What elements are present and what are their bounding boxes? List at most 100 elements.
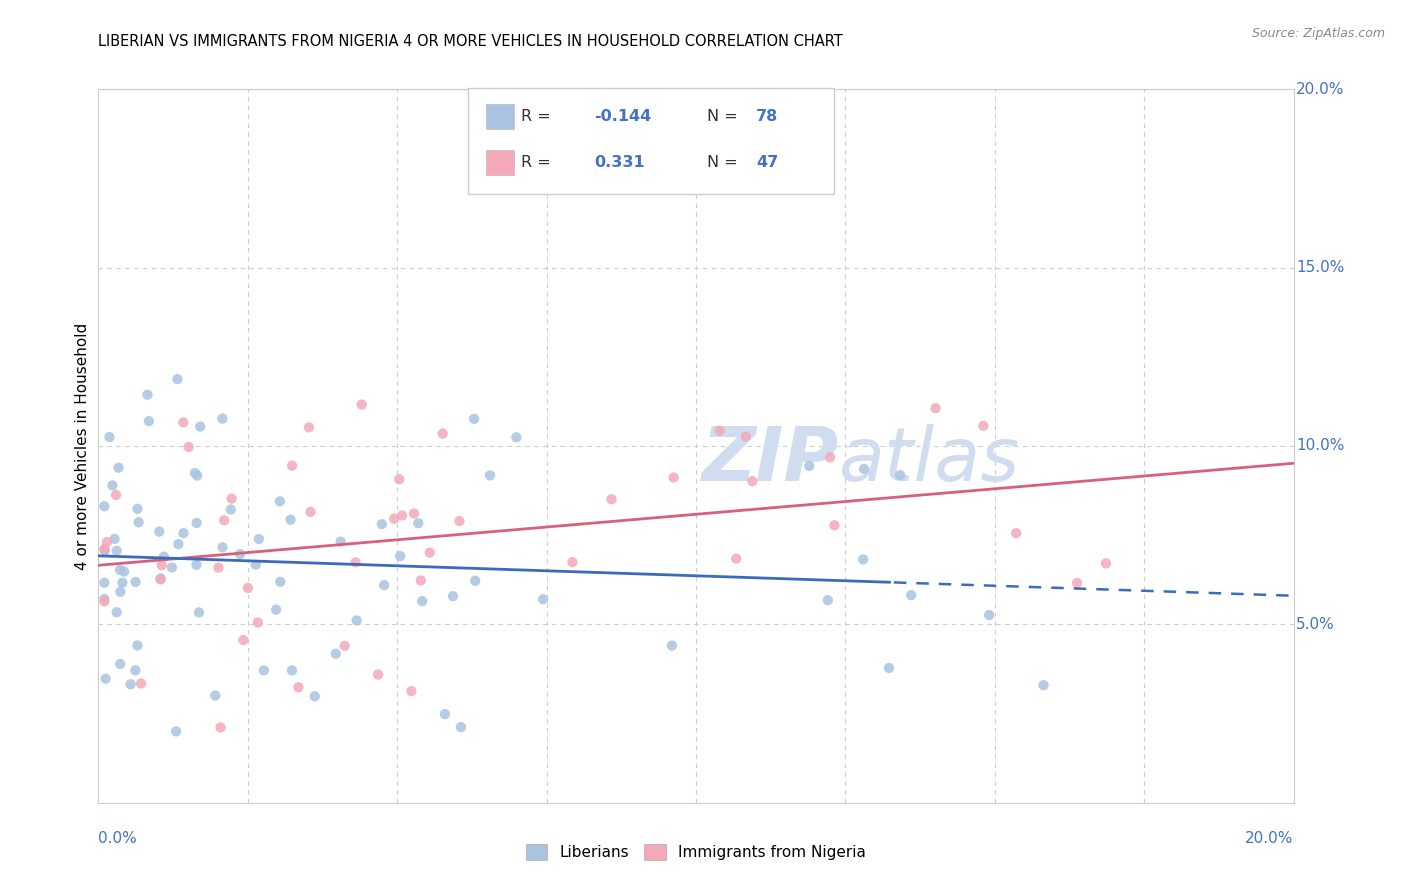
- Point: [150, 558, 173, 573]
- Text: 78: 78: [756, 110, 779, 124]
- Point: [236, 581, 259, 595]
- Text: 15.0%: 15.0%: [1296, 260, 1344, 275]
- Point: [124, 574, 146, 589]
- Point: [108, 563, 131, 577]
- Point: [120, 677, 142, 691]
- Point: [101, 478, 124, 492]
- Point: [111, 575, 134, 590]
- Point: [344, 555, 367, 569]
- Point: [561, 555, 583, 569]
- Point: [924, 401, 946, 416]
- Point: [129, 676, 152, 690]
- Point: [662, 470, 685, 484]
- Point: [333, 639, 356, 653]
- Point: [167, 537, 190, 551]
- Point: [93, 541, 115, 556]
- Point: [149, 573, 172, 587]
- Point: [246, 615, 269, 630]
- Point: [103, 532, 125, 546]
- Text: R =: R =: [522, 154, 561, 169]
- Point: [93, 500, 115, 514]
- Point: [709, 424, 731, 438]
- Point: [212, 513, 235, 527]
- Point: [304, 690, 326, 704]
- Point: [186, 468, 208, 483]
- Point: [209, 721, 232, 735]
- Point: [280, 513, 302, 527]
- Point: [900, 588, 922, 602]
- Text: ZIP: ZIP: [702, 424, 839, 497]
- Point: [186, 516, 208, 530]
- Text: Source: ZipAtlas.com: Source: ZipAtlas.com: [1251, 27, 1385, 40]
- Point: [389, 549, 412, 563]
- Point: [600, 492, 623, 507]
- Point: [735, 430, 758, 444]
- Point: [149, 572, 172, 586]
- Point: [382, 511, 405, 525]
- Point: [204, 689, 226, 703]
- Point: [110, 585, 132, 599]
- Point: [221, 491, 243, 506]
- Point: [136, 388, 159, 402]
- Point: [186, 558, 208, 572]
- Point: [799, 458, 821, 473]
- Point: [329, 534, 352, 549]
- Point: [165, 724, 187, 739]
- Point: [889, 468, 911, 483]
- Point: [148, 524, 170, 539]
- Point: [741, 474, 763, 488]
- Point: [127, 639, 149, 653]
- Point: [98, 430, 121, 444]
- Point: [281, 458, 304, 473]
- Point: [1032, 678, 1054, 692]
- Point: [877, 661, 900, 675]
- Point: [105, 543, 128, 558]
- Point: [281, 664, 304, 678]
- Point: [979, 608, 1001, 623]
- Point: [350, 398, 373, 412]
- Text: 20.0%: 20.0%: [1246, 831, 1294, 847]
- Point: [1005, 526, 1028, 541]
- Point: [253, 664, 276, 678]
- Point: [128, 515, 150, 529]
- Point: [264, 603, 287, 617]
- Text: 10.0%: 10.0%: [1296, 439, 1344, 453]
- Point: [972, 418, 994, 433]
- Point: [479, 468, 502, 483]
- Point: [433, 707, 456, 722]
- Point: [441, 589, 464, 603]
- Point: [406, 516, 429, 531]
- Legend: Liberians, Immigrants from Nigeria: Liberians, Immigrants from Nigeria: [520, 838, 872, 866]
- Point: [463, 412, 485, 426]
- Point: [93, 591, 115, 606]
- Point: [160, 560, 183, 574]
- Point: [93, 594, 115, 608]
- Point: [269, 494, 291, 508]
- Text: 0.331: 0.331: [595, 154, 645, 169]
- Point: [105, 605, 128, 619]
- Text: 0.0%: 0.0%: [98, 831, 138, 847]
- Point: [661, 639, 683, 653]
- Point: [818, 450, 841, 465]
- Text: LIBERIAN VS IMMIGRANTS FROM NIGERIA 4 OR MORE VEHICLES IN HOUSEHOLD CORRELATION : LIBERIAN VS IMMIGRANTS FROM NIGERIA 4 OR…: [98, 34, 844, 49]
- Point: [153, 549, 176, 564]
- Point: [211, 541, 233, 555]
- Point: [219, 502, 242, 516]
- Point: [229, 547, 252, 561]
- Point: [107, 460, 129, 475]
- Point: [232, 633, 254, 648]
- Point: [411, 594, 433, 608]
- Point: [188, 419, 211, 434]
- Text: 47: 47: [756, 154, 779, 169]
- Point: [817, 593, 839, 607]
- Point: [367, 667, 389, 681]
- Point: [172, 416, 194, 430]
- Point: [852, 552, 875, 566]
- Point: [269, 574, 291, 589]
- Point: [371, 517, 394, 532]
- Point: [823, 518, 845, 533]
- Point: [177, 440, 200, 454]
- Point: [93, 575, 115, 590]
- Point: [184, 466, 207, 480]
- Text: R =: R =: [522, 110, 557, 124]
